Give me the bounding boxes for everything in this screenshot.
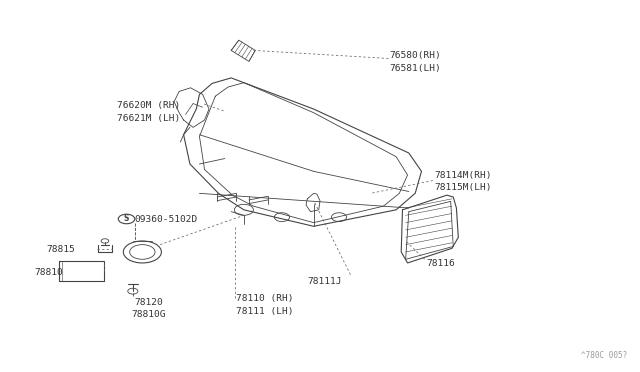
Text: 76620M (RH): 76620M (RH) — [117, 101, 180, 110]
Text: 78116: 78116 — [427, 259, 455, 268]
Text: 09360-5102D: 09360-5102D — [135, 215, 198, 224]
Text: 76581(LH): 76581(LH) — [390, 64, 442, 73]
Text: 78111J: 78111J — [307, 277, 342, 286]
Text: 78115M(LH): 78115M(LH) — [434, 183, 492, 192]
Text: 78810: 78810 — [35, 267, 63, 277]
Text: 78111 (LH): 78111 (LH) — [236, 307, 294, 316]
Text: 76621M (LH): 76621M (LH) — [117, 114, 180, 123]
Text: 78120: 78120 — [134, 298, 163, 307]
Text: ^780C 005?: ^780C 005? — [582, 351, 628, 360]
Text: 76580(RH): 76580(RH) — [390, 51, 442, 60]
Text: 78815: 78815 — [46, 244, 75, 254]
Text: 78810G: 78810G — [131, 311, 166, 320]
Text: 78114M(RH): 78114M(RH) — [434, 170, 492, 180]
Text: 78110 (RH): 78110 (RH) — [236, 294, 294, 303]
Text: S: S — [124, 215, 129, 224]
